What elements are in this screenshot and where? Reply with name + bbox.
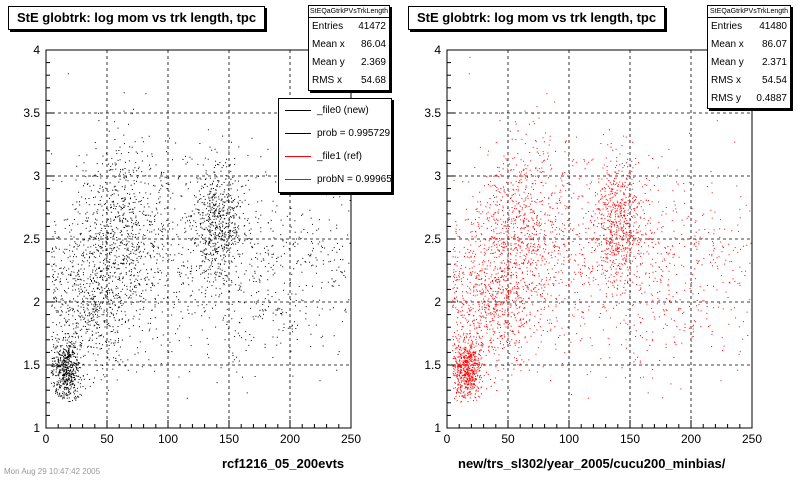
y-tick-label: 4 (434, 43, 441, 57)
scatter-point-set (452, 56, 752, 403)
x-tick-label: 200 (280, 432, 300, 446)
y-tick-label: 3.5 (424, 106, 441, 120)
stats-value: 86.07 (761, 39, 787, 50)
y-tick-label: 3 (33, 169, 40, 183)
stats-box: StEQaGtrkPVsTrkLength Entries 41472 Mean … (308, 5, 390, 91)
x-tick-label: 150 (620, 432, 640, 446)
scatter-point-set (50, 73, 351, 402)
x-tick-label: 100 (559, 432, 579, 446)
footer-timestamp: Mon Aug 29 10:47:42 2005 (4, 467, 101, 476)
stats-value: 54.54 (761, 75, 787, 86)
stats-label: RMS x (711, 75, 741, 86)
stats-value: 54.68 (360, 75, 386, 86)
x-tick-label: 0 (444, 432, 451, 446)
y-tick-label: 1 (434, 421, 441, 435)
x-tick-label: 50 (501, 432, 515, 446)
legend-item: _file1 (ref) (279, 145, 391, 168)
left-panel: 0 50 100 150 200 250 1 1.5 2 2.5 3 3.5 4 StE globtrk… (8, 5, 392, 471)
stats-value: 2.369 (360, 57, 386, 68)
stats-label: Entries (711, 21, 743, 32)
x-tick-label: 0 (43, 432, 50, 446)
legend-line (285, 110, 311, 111)
legend-label: probN = 0.99965 (317, 174, 392, 185)
plot-title: StE globtrk: log mom vs trk length, tpc (408, 6, 666, 30)
stats-box: StEQaGtrkPVsTrkLength Entries 41480 Mean … (707, 5, 791, 109)
stats-row: Mean x 86.04 (309, 36, 389, 54)
y-tick-label: 2 (434, 295, 441, 309)
stats-row: RMS y 0.4887 (708, 90, 790, 108)
stats-label: Mean y (312, 57, 345, 68)
legend-box: _file0 (new) prob = 0.995729 _file1 (ref… (278, 98, 392, 193)
y-tick-label: 3 (434, 169, 441, 183)
x-axis-title: rcf1216_05_200evts (222, 456, 345, 471)
x-tick-label: 50 (100, 432, 114, 446)
stats-label: Mean y (711, 57, 744, 68)
stats-row: Entries 41472 (309, 18, 389, 36)
x-tick-label: 200 (681, 432, 701, 446)
stats-row: Entries 41480 (708, 18, 790, 36)
legend-line (285, 156, 311, 157)
legend-line (285, 179, 311, 180)
scatter-plot-right: 0 50 100 150 200 250 1 1.5 2 2.5 3 3.5 4 (424, 43, 762, 446)
stats-value: 2.371 (761, 57, 787, 68)
y-tick-label: 2 (33, 295, 40, 309)
stats-row: Mean x 86.07 (708, 36, 790, 54)
stats-name: StEQaGtrkPVsTrkLength (309, 6, 389, 18)
scatter-points (452, 56, 752, 403)
x-tick-label: 250 (341, 432, 361, 446)
stats-label: RMS x (312, 75, 342, 86)
legend-item: probN = 0.99965 (279, 168, 391, 191)
legend-label: _file0 (new) (317, 105, 369, 116)
y-tick-label: 4 (33, 43, 40, 57)
y-tick-label: 1.5 (424, 358, 441, 372)
legend-label: _file1 (ref) (317, 151, 363, 162)
scatter-points (50, 73, 351, 402)
stats-value: 86.04 (360, 39, 386, 50)
plot-title: StE globtrk: log mom vs trk length, tpc (8, 6, 266, 30)
right-panel: 0 50 100 150 200 250 1 1.5 2 2.5 3 3.5 4 StE globtrk… (400, 0, 800, 480)
x-tick-label: 150 (219, 432, 239, 446)
stats-label: Mean x (711, 39, 744, 50)
stats-value: 41472 (358, 21, 386, 32)
y-tick-label: 2.5 (23, 232, 40, 246)
stats-row: Mean y 2.371 (708, 54, 790, 72)
stats-row: RMS x 54.54 (708, 72, 790, 90)
stats-row: RMS x 54.68 (309, 72, 389, 90)
x-axis-title: new/trs_sl302/year_2005/cucu200_minbias/ (458, 456, 726, 471)
legend-line (285, 133, 311, 134)
y-tick-label: 1 (33, 421, 40, 435)
y-tick-label: 1.5 (23, 358, 40, 372)
y-tick-label: 2.5 (424, 232, 441, 246)
stats-label: RMS y (711, 93, 741, 104)
stats-name: StEQaGtrkPVsTrkLength (708, 6, 790, 18)
legend-item: _file0 (new) (279, 99, 391, 122)
stats-value: 41480 (759, 21, 787, 32)
legend-label: prob = 0.995729 (317, 128, 391, 139)
stats-label: Entries (312, 21, 344, 32)
stats-label: Mean x (312, 39, 345, 50)
x-tick-label: 250 (742, 432, 762, 446)
stats-value: 0.4887 (756, 93, 787, 104)
stats-row: Mean y 2.369 (309, 54, 389, 72)
y-tick-label: 3.5 (23, 106, 40, 120)
legend-item: prob = 0.995729 (279, 122, 391, 145)
x-tick-label: 100 (158, 432, 178, 446)
